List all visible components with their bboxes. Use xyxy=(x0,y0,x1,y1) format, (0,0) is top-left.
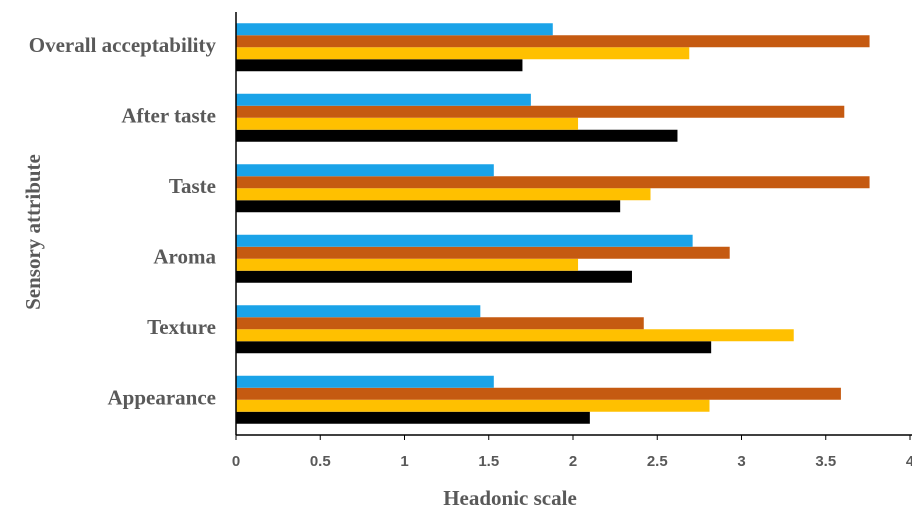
bar xyxy=(236,317,644,330)
bar xyxy=(236,234,693,247)
bar xyxy=(236,258,579,271)
bar xyxy=(236,188,651,201)
bar xyxy=(236,375,494,388)
y-tick-label: Aroma xyxy=(153,245,216,269)
bar xyxy=(236,176,870,189)
x-tick-label: 3 xyxy=(737,453,745,470)
x-tick-label: 0.5 xyxy=(310,453,331,470)
y-tick-label: Texture xyxy=(147,315,216,339)
bar xyxy=(236,164,494,177)
bar xyxy=(236,270,632,283)
x-tick-label: 4 xyxy=(906,453,912,470)
bar xyxy=(236,59,523,72)
bar xyxy=(236,105,845,118)
y-tick-label: Overall acceptability xyxy=(29,33,217,57)
y-tick-label: Appearance xyxy=(108,386,217,410)
bar xyxy=(236,329,794,342)
x-tick-label: 3.5 xyxy=(815,453,836,470)
x-axis-title: Headonic scale xyxy=(443,486,577,510)
bar xyxy=(236,387,841,400)
x-tick-label: 1.5 xyxy=(478,453,499,470)
bar xyxy=(236,117,579,130)
bar xyxy=(236,305,481,318)
bar xyxy=(236,47,690,60)
y-tick-label: After taste xyxy=(121,104,216,128)
x-tick-label: 2.5 xyxy=(647,453,668,470)
bar xyxy=(236,399,710,412)
bar xyxy=(236,129,678,142)
x-tick-label: 1 xyxy=(400,453,408,470)
x-tick-label: 0 xyxy=(232,453,240,470)
bar xyxy=(236,23,553,36)
bar xyxy=(236,411,590,424)
bar xyxy=(236,200,621,213)
bar xyxy=(236,93,531,106)
bar xyxy=(236,35,870,48)
y-axis-title: Sensory attribute xyxy=(21,154,45,310)
bar xyxy=(236,341,712,354)
x-tick-label: 2 xyxy=(569,453,577,470)
bar xyxy=(236,246,730,259)
y-tick-label: Taste xyxy=(169,174,216,198)
